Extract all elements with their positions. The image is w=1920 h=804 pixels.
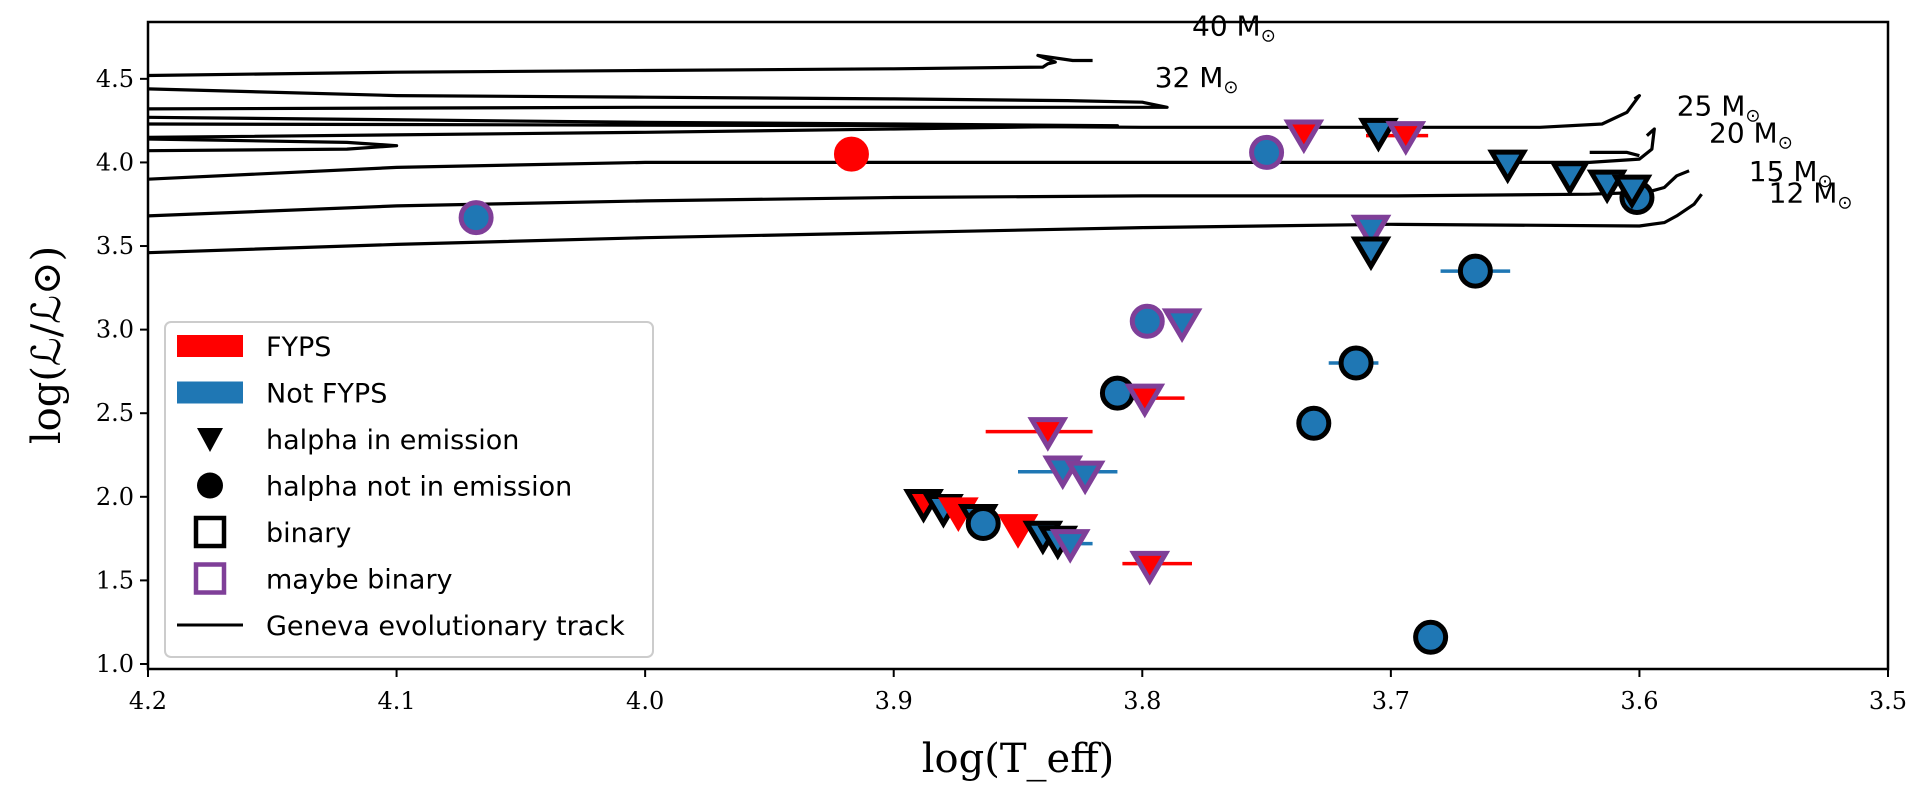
data-point-triangle [1487, 149, 1529, 185]
y-tick-label: 3.5 [96, 232, 134, 260]
data-point-triangle [1129, 550, 1171, 586]
legend-label: FYPS [266, 332, 331, 363]
x-tick-label: 4.1 [377, 687, 415, 715]
legend-label: Not FYPS [266, 379, 387, 410]
x-axis-ticks: 4.2 4.1 4.0 3.9 3.8 3.7 3.6 3.5 [129, 669, 1907, 715]
y-tick-label: 4.0 [96, 148, 134, 176]
data-point-circle [833, 136, 869, 172]
legend-swatch [177, 335, 243, 357]
plot-frame [146, 20, 1890, 671]
track-line [147, 127, 1656, 181]
legend-label: halpha not in emission [266, 472, 572, 503]
data-point-circle [1249, 134, 1285, 170]
data-point-triangle [1611, 174, 1653, 210]
x-tick-label: 3.8 [1123, 687, 1161, 715]
legend-label: binary [266, 518, 351, 549]
data-point-triangle [1350, 214, 1392, 250]
data-point-circle [1338, 345, 1374, 381]
data-point-circle [1129, 303, 1165, 339]
data-point-circle [458, 200, 494, 236]
track-label: 32 M⊙ [1155, 61, 1239, 98]
data-point-triangle [1064, 460, 1106, 496]
x-tick-label: 3.9 [875, 687, 913, 715]
x-tick-label: 3.7 [1372, 687, 1410, 715]
x-tick-label: 3.6 [1620, 687, 1658, 715]
data-point-triangle [1358, 117, 1399, 153]
x-tick-label: 4.0 [626, 687, 664, 715]
data-point-triangle [1283, 119, 1325, 155]
data-point-triangle [1049, 529, 1091, 564]
y-axis-ticks: 1.0 1.5 2.0 2.5 3.0 3.5 4.0 4.5 [96, 65, 148, 678]
track-line [147, 169, 1690, 218]
track-line [147, 53, 1093, 78]
track-line [147, 137, 399, 153]
track-labels: 40 M⊙ 32 M⊙ 25 M⊙20 M⊙15 M⊙12 M⊙ [1155, 9, 1853, 213]
track-label: 15 M⊙ [1749, 155, 1833, 192]
track-line [1589, 150, 1640, 158]
x-axis-label: log(T_eff) [922, 736, 1114, 782]
track-label: 25 M⊙ [1677, 90, 1761, 127]
track-label: 12 M⊙ [1769, 177, 1853, 214]
data-point-circle [965, 506, 1001, 542]
data-point-triangle [1549, 161, 1591, 196]
error-bars [985, 133, 1511, 566]
track-line [147, 87, 1169, 111]
data-point-triangle [1385, 121, 1427, 156]
x-tick-label: 3.5 [1869, 687, 1907, 715]
legend-frame [164, 321, 654, 658]
legend-label: maybe binary [266, 565, 453, 596]
data-point-triangle [1124, 383, 1166, 419]
y-tick-label: 2.0 [96, 483, 134, 511]
axis-titles: log(T_eff) log(ℒ/ℒ⊙) [24, 246, 1114, 782]
legend-square-icon [193, 515, 227, 549]
legend: FYPS Not FYPS halpha in emission halpha not… [164, 321, 654, 658]
y-tick-label: 1.0 [96, 650, 134, 678]
y-tick-label: 1.5 [96, 566, 134, 594]
legend-triangle-icon [197, 428, 223, 452]
data-point-circle [1413, 619, 1449, 655]
track-label: 20 M⊙ [1709, 116, 1793, 153]
legend-square-icon [193, 562, 227, 595]
data-points [458, 117, 1655, 655]
data-point-circle [1296, 405, 1332, 441]
track-label: 40 M⊙ [1192, 9, 1276, 46]
track-line [147, 193, 1703, 255]
data-point-triangle [1350, 236, 1392, 272]
legend-circle-icon [197, 472, 223, 499]
legend-swatch [177, 381, 243, 404]
data-point-circle [1099, 375, 1135, 411]
y-tick-label: 4.5 [96, 65, 134, 93]
y-axis-label: log(ℒ/ℒ⊙) [24, 246, 70, 444]
x-tick-label: 4.2 [129, 687, 167, 715]
legend-label: Geneva evolutionary track [266, 611, 625, 642]
y-tick-label: 2.5 [96, 399, 134, 427]
evolutionary-tracks [147, 53, 1703, 255]
data-point-circle [1457, 253, 1493, 289]
legend-label: halpha in emission [266, 425, 519, 456]
track-line [147, 94, 1641, 129]
data-point-triangle [1027, 417, 1069, 452]
data-point-triangle [1161, 308, 1203, 344]
y-tick-label: 3.0 [96, 316, 134, 344]
